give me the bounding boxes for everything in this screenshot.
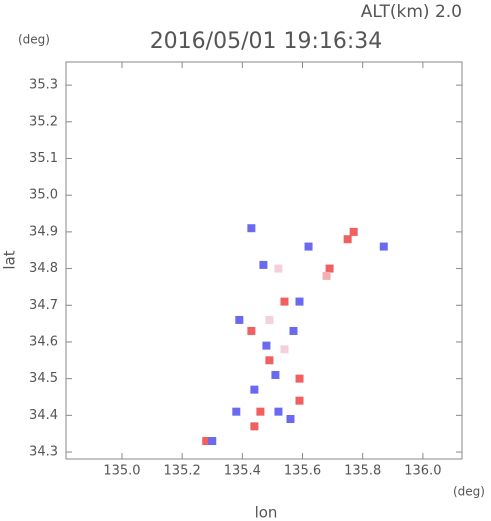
echo-cell [304,242,313,251]
y-tick-label: 35.1 [29,151,58,166]
y-tick-label: 35.0 [29,188,58,203]
echo-cell [295,374,304,383]
echo-cell [295,396,304,405]
subtitle: ALT(km) 2.0 [361,2,462,22]
y-tick-label: 34.3 [29,445,58,460]
echo-cell [274,407,283,416]
echo-cell [265,315,274,324]
echo-cell [271,370,280,379]
y-tick-label: 35.3 [29,78,58,93]
echo-cell [265,356,274,365]
y-tick-label: 34.6 [29,334,58,349]
echo-cell [295,297,304,306]
x-tick-label: 135.0 [103,464,140,479]
x-tick-label: 136.0 [404,464,441,479]
y-tick-label: 35.2 [29,114,58,129]
echo-cell [280,345,289,354]
x-tick-label: 135.4 [224,464,261,479]
chart-title: 2016/05/01 19:16:34 [150,29,383,54]
echo-cell [322,271,331,280]
echo-cell [343,235,352,244]
echo-cell [250,422,259,431]
echo-cell [247,224,256,233]
echo-cell [259,260,268,269]
x-unit: (deg) [453,485,485,499]
echo-cell [349,227,358,236]
echo-cell [247,326,256,335]
y-tick-label: 34.8 [29,261,58,276]
echo-cell [256,407,265,416]
y-axis-label: lat [1,250,19,269]
y-tick-label: 34.9 [29,224,58,239]
x-tick-label: 135.8 [344,464,381,479]
x-tick-label: 135.2 [164,464,201,479]
echo-cell [235,315,244,324]
echo-cell [202,437,211,446]
echo-cell [280,297,289,306]
y-tick-label: 34.4 [29,408,58,423]
y-tick-label: 34.7 [29,298,58,313]
y-unit: (deg) [18,33,50,47]
echo-cell [274,264,283,273]
echo-cell [250,385,259,394]
plot-frame [65,61,463,460]
echo-cell [289,326,298,335]
y-tick-label: 34.5 [29,371,58,386]
echo-cell [232,407,241,416]
echo-cell [208,437,217,446]
x-axis-label: lon [255,504,278,521]
x-tick-label: 135.6 [284,464,321,479]
echo-cell [286,415,295,424]
echo-cell [262,341,271,350]
echo-cell [325,264,334,273]
echo-cell [379,242,388,251]
